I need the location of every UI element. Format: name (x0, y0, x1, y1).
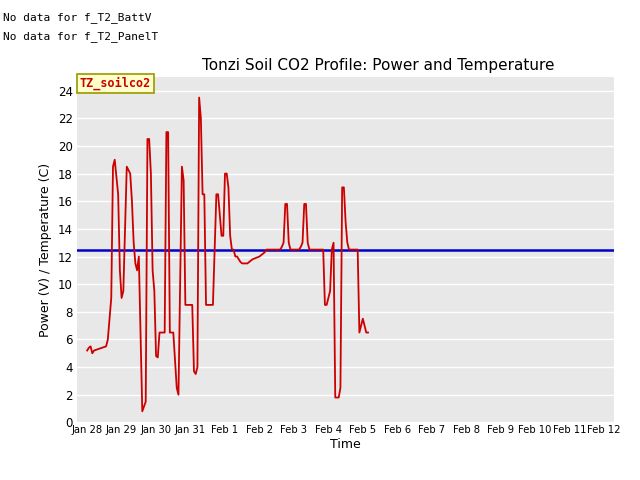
X-axis label: Time: Time (330, 438, 361, 451)
Text: TZ_soilco2: TZ_soilco2 (79, 77, 151, 91)
Title: Tonzi Soil CO2 Profile: Power and Temperature: Tonzi Soil CO2 Profile: Power and Temper… (202, 58, 554, 73)
Y-axis label: Power (V) / Temperature (C): Power (V) / Temperature (C) (39, 163, 52, 336)
Text: No data for f_T2_PanelT: No data for f_T2_PanelT (3, 31, 159, 42)
Text: No data for f_T2_BattV: No data for f_T2_BattV (3, 12, 152, 23)
